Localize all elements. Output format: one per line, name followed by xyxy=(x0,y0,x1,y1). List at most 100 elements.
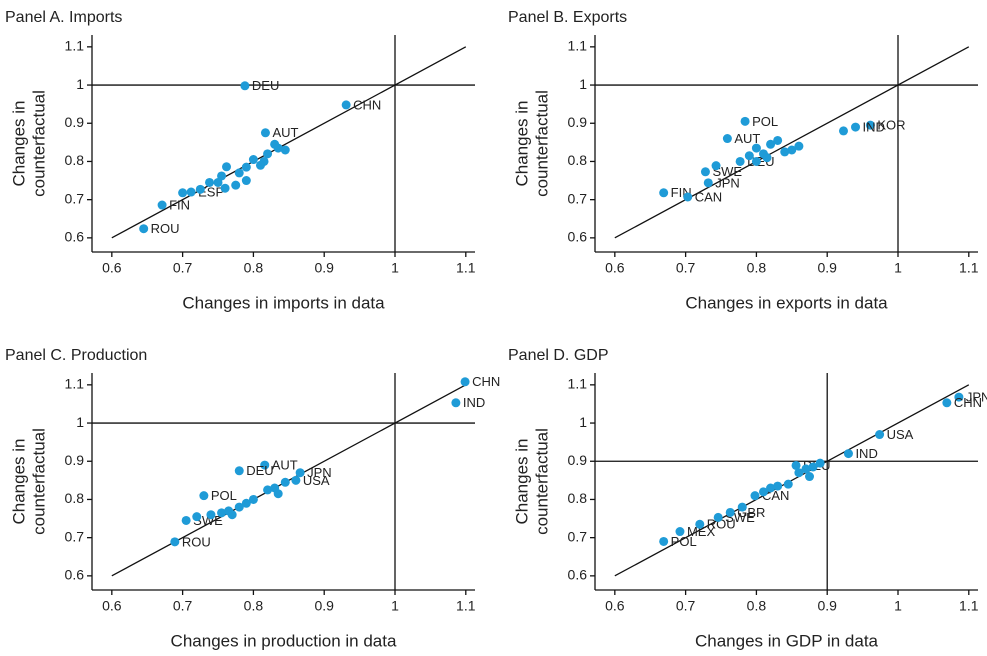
y-tick-label: 0.6 xyxy=(65,229,85,245)
point xyxy=(695,519,705,529)
y-axis-label: Changes in xyxy=(9,438,28,524)
point-label: POL xyxy=(211,488,237,503)
point-label: USA xyxy=(303,473,330,488)
point xyxy=(260,128,270,138)
point xyxy=(773,481,783,491)
point xyxy=(780,147,790,157)
point xyxy=(186,187,196,197)
x-axis-label: Changes in GDP in data xyxy=(695,631,879,650)
x-tick-label: 0.8 xyxy=(244,598,264,614)
x-tick-label: 0.8 xyxy=(244,260,264,276)
x-axis-label: Changes in imports in data xyxy=(182,293,385,312)
y-tick-label: 0.6 xyxy=(568,229,588,245)
point-label: CHN xyxy=(472,374,500,389)
point xyxy=(843,449,853,459)
y-tick-label: 1 xyxy=(76,414,84,430)
point xyxy=(766,139,776,149)
point-label: AUT xyxy=(734,131,760,146)
point xyxy=(280,477,290,487)
x-tick-label: 1.1 xyxy=(959,598,979,614)
point xyxy=(291,475,301,485)
point xyxy=(260,460,270,470)
y-tick-label: 0.8 xyxy=(65,490,85,506)
y-tick-label: 0.9 xyxy=(568,452,588,468)
point xyxy=(700,167,710,177)
point xyxy=(234,168,244,178)
y-tick-label: 0.8 xyxy=(568,152,588,168)
point xyxy=(794,141,804,151)
point-label: DEU xyxy=(246,463,273,478)
point xyxy=(139,224,149,234)
point-label: JPN xyxy=(307,465,332,480)
point xyxy=(273,489,283,499)
x-tick-label: 0.7 xyxy=(676,598,696,614)
point xyxy=(783,479,793,489)
point xyxy=(241,162,251,172)
point xyxy=(758,487,768,497)
diagonal-line xyxy=(111,46,467,239)
point xyxy=(192,512,202,522)
point xyxy=(703,178,713,188)
point-label: FIN xyxy=(169,197,190,212)
point xyxy=(205,177,215,187)
x-tick-label: 0.6 xyxy=(102,598,122,614)
point xyxy=(195,184,205,194)
panel-title: Panel C. Production xyxy=(5,347,147,364)
point-label: IND xyxy=(863,120,885,135)
point xyxy=(711,161,721,171)
point xyxy=(762,153,772,163)
point xyxy=(280,145,290,155)
point xyxy=(199,491,209,501)
point xyxy=(263,485,273,495)
point-label: AUT xyxy=(272,125,298,140)
y-tick-label: 0.7 xyxy=(65,190,85,206)
point xyxy=(659,536,669,546)
x-tick-label: 0.9 xyxy=(314,260,334,276)
y-tick-label: 0.8 xyxy=(568,490,588,506)
point xyxy=(295,468,305,478)
panel-title: Panel D. GDP xyxy=(508,347,608,364)
point xyxy=(248,155,258,165)
x-tick-label: 0.9 xyxy=(314,598,334,614)
point xyxy=(255,160,265,170)
point xyxy=(683,192,693,202)
point xyxy=(787,145,797,155)
y-tick-label: 1.1 xyxy=(568,376,588,392)
point xyxy=(222,162,232,172)
point xyxy=(722,134,732,144)
point-label: DEU xyxy=(252,78,279,93)
x-tick-label: 1 xyxy=(894,260,902,276)
x-axis-label: Changes in production in data xyxy=(171,631,397,650)
y-tick-label: 0.8 xyxy=(65,152,85,168)
point xyxy=(234,502,244,512)
point xyxy=(241,176,251,186)
y-tick-label: 0.7 xyxy=(65,528,85,544)
point-label: KOR xyxy=(877,118,905,133)
point xyxy=(157,200,167,210)
point xyxy=(865,120,875,130)
point-label: CHN xyxy=(353,97,381,112)
point xyxy=(227,510,237,520)
y-tick-label: 1 xyxy=(76,76,84,92)
x-tick-label: 1 xyxy=(894,598,902,614)
point xyxy=(801,464,811,474)
y-tick-label: 1.1 xyxy=(568,38,588,54)
y-tick-label: 1 xyxy=(579,414,587,430)
point-label: MEX xyxy=(687,524,716,539)
point xyxy=(217,171,227,181)
x-tick-label: 0.8 xyxy=(747,598,767,614)
point-label: ROU xyxy=(707,517,736,532)
point xyxy=(851,122,861,132)
point-label: CHN xyxy=(954,395,982,410)
point xyxy=(460,377,470,387)
point-label: POL xyxy=(752,114,778,129)
point-label: USA xyxy=(887,427,914,442)
x-tick-label: 0.6 xyxy=(605,260,625,276)
point xyxy=(220,183,230,193)
point xyxy=(838,126,848,136)
x-tick-label: 0.9 xyxy=(817,260,837,276)
point xyxy=(737,502,747,512)
x-tick-label: 1.1 xyxy=(959,260,979,276)
point xyxy=(766,483,776,493)
